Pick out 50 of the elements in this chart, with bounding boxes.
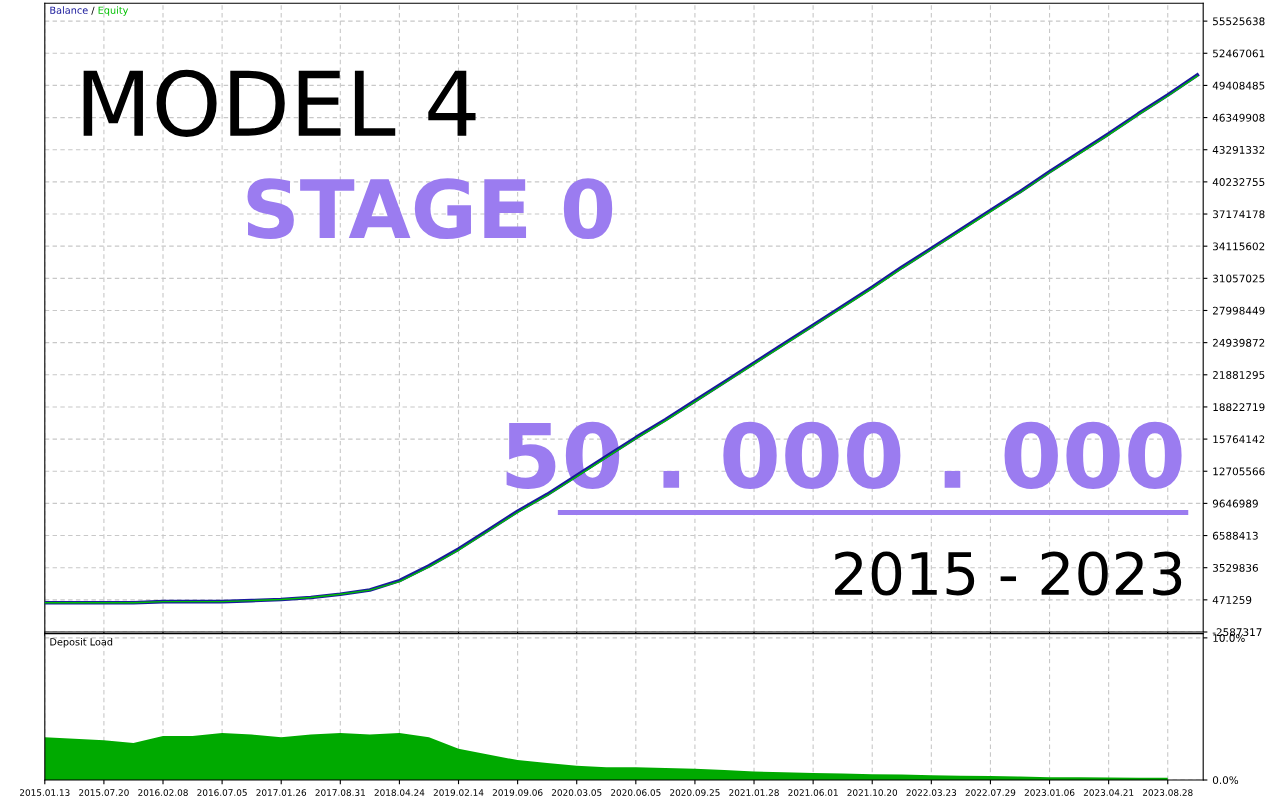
y-tick-label: 40232755 xyxy=(1212,178,1265,186)
x-tick-label: 2023.01.06 xyxy=(1024,789,1075,796)
y-tick-label: 46349908 xyxy=(1212,113,1265,122)
y-tick-label: -2587317 xyxy=(1212,628,1262,637)
y-tick-label: 31057025 xyxy=(1213,274,1265,283)
text: Balance xyxy=(50,6,88,14)
y-tick-label: 55525638 xyxy=(1213,17,1265,26)
annotation: 50 . 000 . 000 xyxy=(506,421,1182,490)
x-tick-label: 2020.06.05 xyxy=(611,789,661,796)
x-tick-label: 2021.10.20 xyxy=(847,789,898,796)
y-tick-label: 37174178 xyxy=(1213,210,1265,219)
text: Equity xyxy=(98,6,129,16)
x-tick-label: 2016.02.08 xyxy=(138,789,188,796)
y-tick-label: 12705566 xyxy=(1213,467,1265,476)
y-tick-label: 10.0% xyxy=(1213,634,1245,642)
x-tick-label: 2023.04.21 xyxy=(1083,789,1134,796)
x-tick-label: 2019.02.14 xyxy=(433,789,484,796)
y-tick-label: 15764142 xyxy=(1213,435,1265,444)
x-tick-label: 2022.07.29 xyxy=(965,789,1016,796)
y-tick-label: 3529836 xyxy=(1213,563,1258,572)
x-tick-label: 2021.01.28 xyxy=(729,789,779,796)
y-tick-label: 24939872 xyxy=(1212,338,1265,347)
annotation: / xyxy=(91,6,95,15)
x-tick-label: 2022.03.23 xyxy=(906,789,957,796)
annotation: STAGE 0 xyxy=(247,178,613,240)
y-tick-label: 21881295 xyxy=(1212,371,1265,379)
x-tick-label: 2020.09.25 xyxy=(670,789,720,796)
x-tick-label: 2016.07.05 xyxy=(197,789,247,796)
y-tick-label: 6588413 xyxy=(1212,531,1258,540)
x-tick-label: 2015.01.13 xyxy=(20,789,70,796)
y-tick-label: 9646989 xyxy=(1212,499,1258,508)
y-tick-label: 18822719 xyxy=(1213,403,1265,412)
x-tick-label: 2023.08.28 xyxy=(1142,789,1193,796)
y-tick-label: 471259 xyxy=(1212,596,1252,604)
x-tick-label: 2019.09.06 xyxy=(492,789,543,796)
x-tick-label: 2017.08.31 xyxy=(315,789,365,796)
annotation: 2015 - 2023 xyxy=(835,551,1182,596)
x-tick-label: 2015.07.20 xyxy=(79,789,129,796)
x-tick-label: 2021.06.01 xyxy=(788,789,838,796)
y-tick-label: 52467061 xyxy=(1213,49,1265,58)
x-tick-label: 2017.01.26 xyxy=(256,789,307,796)
y-tick-label: 27998449 xyxy=(1212,306,1265,315)
y-tick-label: 0.0% xyxy=(1212,776,1239,785)
y-tick-label: 43291332 xyxy=(1212,145,1265,154)
chart-title: Deposit Load xyxy=(50,637,113,648)
annotation: MODEL 4 xyxy=(83,69,476,137)
y-tick-label: 34115602 xyxy=(1213,242,1265,251)
x-tick-label: 2020.03.05 xyxy=(551,789,602,796)
y-tick-label: 49408485 xyxy=(1212,81,1265,90)
x-tick-label: 2018.04.24 xyxy=(374,789,425,796)
